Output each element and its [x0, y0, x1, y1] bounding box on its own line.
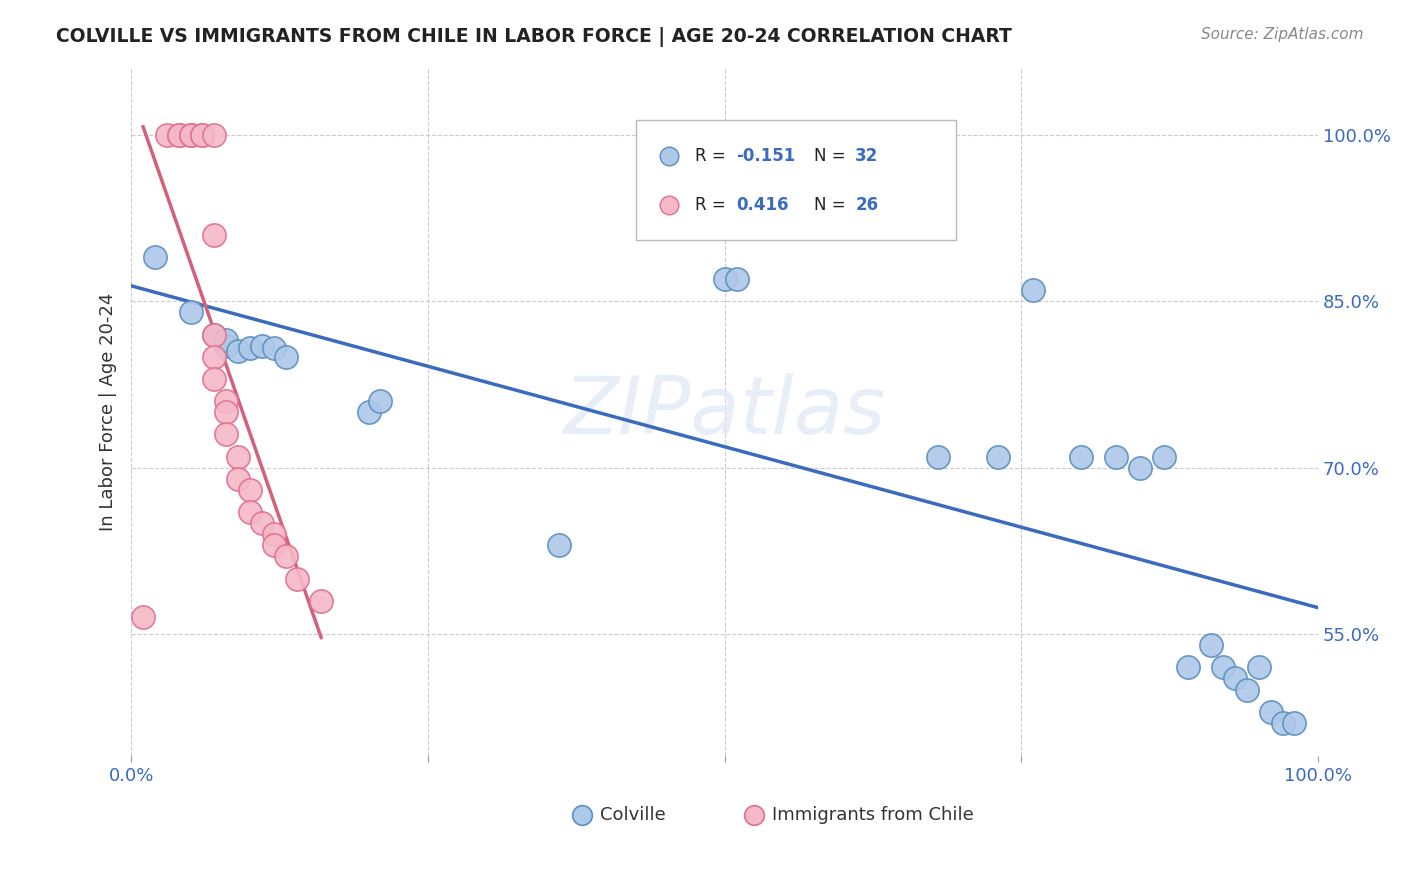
Text: Colville: Colville [600, 805, 666, 823]
Point [1201, 638, 1223, 652]
Point [263, 527, 285, 541]
Point [191, 128, 214, 142]
Point [226, 472, 249, 486]
Point [215, 427, 238, 442]
Point [880, 217, 903, 231]
Point [215, 394, 238, 409]
Point [1271, 715, 1294, 730]
Point [1236, 682, 1258, 697]
Point [1153, 450, 1175, 464]
Point [987, 450, 1010, 464]
Point [263, 538, 285, 552]
Text: R =: R = [695, 147, 731, 165]
Text: 26: 26 [855, 195, 879, 214]
Point [132, 610, 155, 624]
Point [202, 227, 225, 242]
Text: Source: ZipAtlas.com: Source: ZipAtlas.com [1201, 27, 1364, 42]
Point [250, 339, 273, 353]
Point [274, 549, 297, 564]
Point [1260, 705, 1282, 719]
Point [202, 350, 225, 364]
Text: ZIPatlas: ZIPatlas [564, 374, 886, 451]
Point [180, 305, 202, 319]
Point [202, 128, 225, 142]
Point [725, 272, 748, 286]
Point [1284, 715, 1306, 730]
Text: Immigrants from Chile: Immigrants from Chile [772, 805, 974, 823]
Point [239, 483, 262, 497]
Point [658, 348, 681, 362]
Point [250, 516, 273, 531]
Point [1223, 672, 1246, 686]
Point [167, 128, 190, 142]
Point [180, 128, 202, 142]
Point [1247, 660, 1270, 674]
Point [191, 128, 214, 142]
FancyBboxPatch shape [636, 120, 956, 241]
Point [1177, 660, 1199, 674]
Point [309, 594, 332, 608]
Point [239, 505, 262, 519]
Point [226, 450, 249, 464]
Point [1105, 450, 1128, 464]
Point [263, 341, 285, 355]
Point [202, 372, 225, 386]
Point [274, 350, 297, 364]
Text: N =: N = [814, 195, 851, 214]
Point [713, 272, 735, 286]
Point [547, 538, 569, 552]
Point [658, 268, 681, 283]
Text: R =: R = [695, 195, 731, 214]
Point [927, 450, 949, 464]
Point [202, 327, 225, 342]
Text: -0.151: -0.151 [737, 147, 796, 165]
Point [370, 394, 392, 409]
Point [180, 128, 202, 142]
Point [239, 341, 262, 355]
Point [226, 344, 249, 359]
Point [156, 128, 179, 142]
Point [202, 327, 225, 342]
Point [1212, 660, 1234, 674]
Point [143, 250, 166, 264]
Point [215, 339, 238, 353]
Point [1129, 460, 1152, 475]
Point [215, 405, 238, 419]
Text: COLVILLE VS IMMIGRANTS FROM CHILE IN LABOR FORCE | AGE 20-24 CORRELATION CHART: COLVILLE VS IMMIGRANTS FROM CHILE IN LAB… [56, 27, 1012, 46]
Text: 32: 32 [855, 147, 879, 165]
Point [1022, 283, 1045, 297]
Text: 0.416: 0.416 [737, 195, 789, 214]
Text: N =: N = [814, 147, 851, 165]
Point [167, 128, 190, 142]
Point [357, 405, 380, 419]
Point [287, 572, 309, 586]
Point [215, 333, 238, 347]
Point [1070, 450, 1092, 464]
Y-axis label: In Labor Force | Age 20-24: In Labor Force | Age 20-24 [100, 293, 117, 532]
